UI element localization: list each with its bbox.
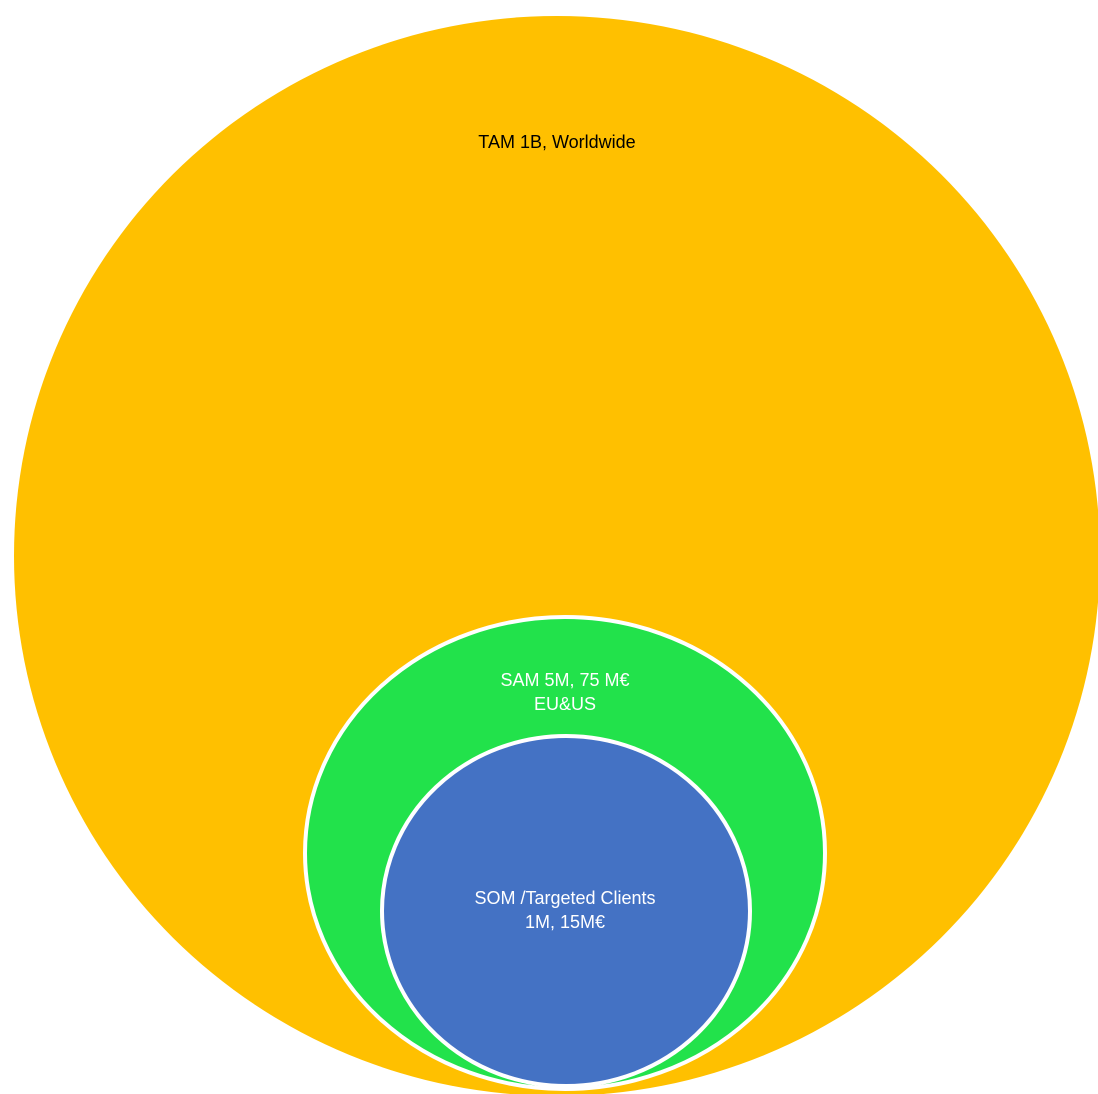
tam-label: TAM 1B, Worldwide [478,132,635,152]
som-label-line1: SOM /Targeted Clients [474,888,655,908]
som-label-line2: 1M, 15M€ [525,912,605,932]
sam-label-line2: EU&US [534,694,596,714]
som-circle [380,734,752,1088]
tam-circle [14,16,1098,1094]
sam-label-line1: SAM 5M, 75 M€ [500,670,629,690]
